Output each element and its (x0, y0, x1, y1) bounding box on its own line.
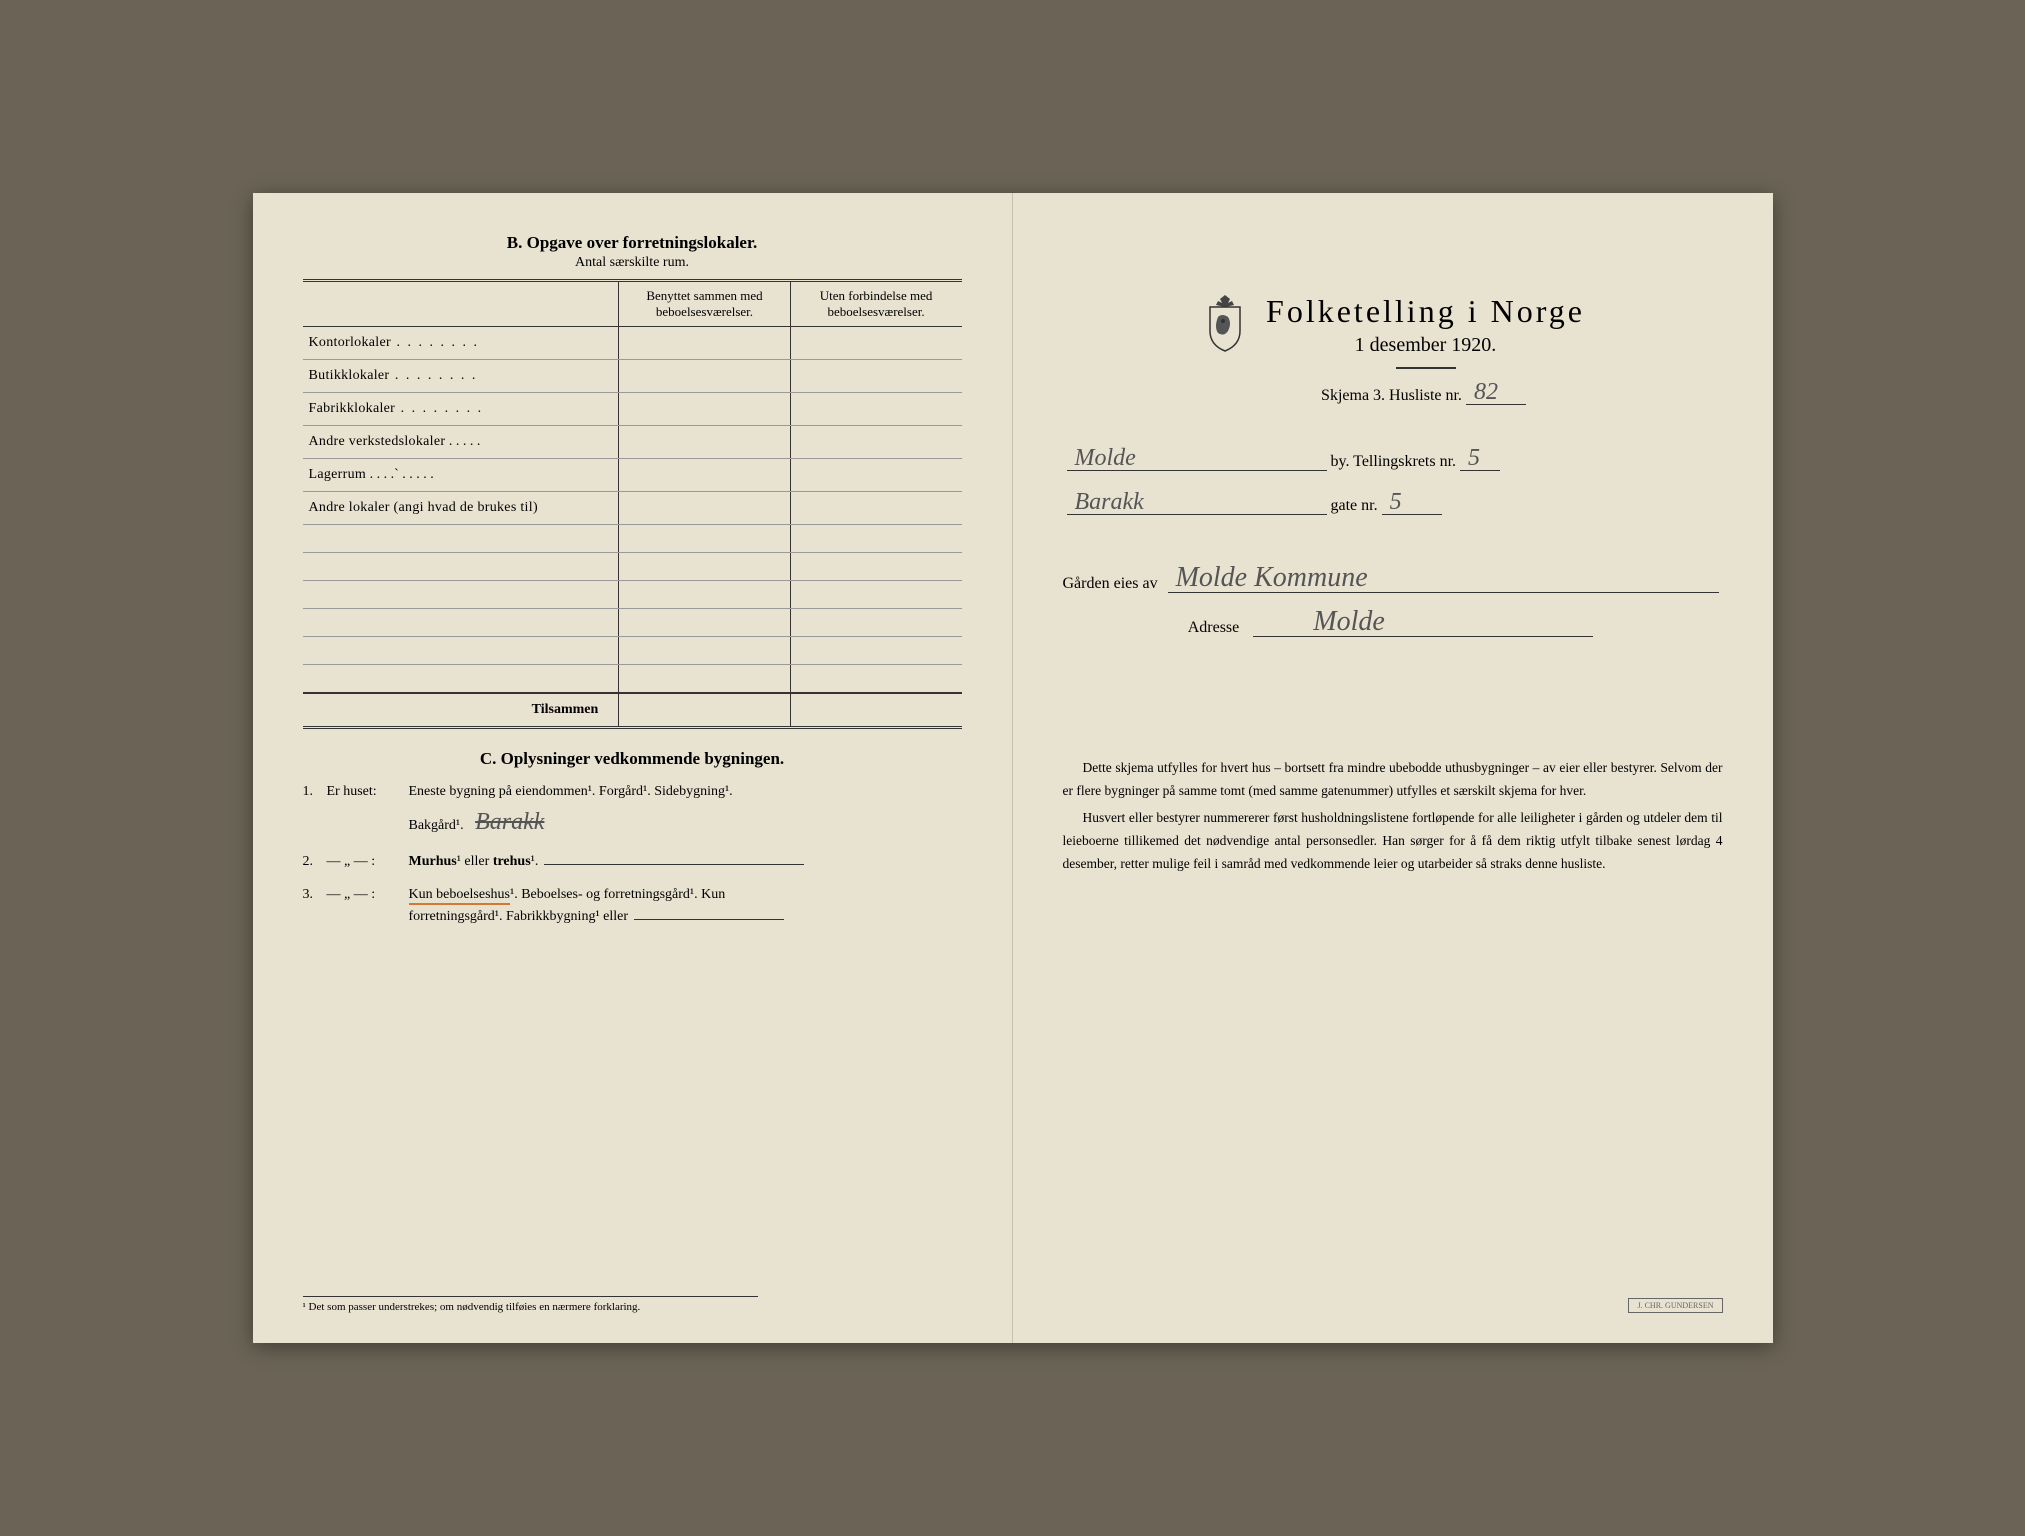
row-label: Butikklokaler (309, 368, 390, 383)
c-num: 2. (303, 851, 327, 873)
row-label: Fabrikklokaler (309, 401, 396, 416)
adresse-handwritten: Molde (1313, 606, 1385, 638)
c-content: Kun beboelseshus¹. Beboelses- og forretn… (409, 884, 962, 929)
section-b-title: B. Opgave over forretningslokaler. (303, 233, 962, 253)
row-label: Andre verkstedslokaler (309, 434, 446, 449)
c-label: — „ — : (327, 851, 409, 873)
instruction-p2: Husvert eller bestyrer nummererer først … (1063, 807, 1723, 876)
gate-nr: 5 (1390, 489, 1402, 516)
tilsammen-label: Tilsammen (303, 693, 619, 728)
adresse-label: Adresse (1188, 619, 1240, 637)
by-line: Molde by. Tellingskrets nr. 5 (1063, 453, 1723, 471)
table-row (303, 525, 962, 553)
q1-handwritten: Barakk (475, 809, 544, 835)
table-row (303, 609, 962, 637)
table-row: Andre verkstedslokaler . . . . . (303, 426, 962, 459)
col-2-header: Uten forbindelse med beboelsesværelser. (790, 281, 961, 327)
instructions: Dette skjema utfylles for hvert hus – bo… (1063, 757, 1723, 876)
c-content: Murhus¹ eller trehus¹. (409, 851, 962, 873)
row-label: Andre lokaler (angi hvad de brukes til) (309, 500, 538, 515)
skjema-label: Skjema 3. Husliste nr. (1321, 387, 1462, 405)
eies-handwritten: Molde Kommune (1176, 562, 1368, 594)
row-label: Lagerrum (309, 467, 367, 482)
col-1-header: Benyttet sammen med beboelsesværelser. (619, 281, 790, 327)
census-document: B. Opgave over forretningslokaler. Antal… (253, 193, 1773, 1343)
by-label: by. Tellingskrets nr. (1331, 453, 1457, 471)
table-row (303, 581, 962, 609)
q1-text2: Bakgård¹. (409, 818, 464, 833)
c-label: Er huset: (327, 781, 409, 842)
header-text: Folketelling i Norge 1 desember 1920. Sk… (1266, 293, 1585, 423)
printer-stamp: J. CHR. GUNDERSEN (1628, 1298, 1722, 1313)
table-row: Lagerrum . . . .` . . . . . (303, 459, 962, 492)
by-handwritten: Molde (1075, 445, 1136, 472)
section-c: C. Oplysninger vedkommende bygningen. 1.… (303, 749, 962, 929)
left-page: B. Opgave over forretningslokaler. Antal… (253, 193, 1013, 1343)
table-row: Andre lokaler (angi hvad de brukes til) (303, 492, 962, 525)
adresse-line: Adresse Molde (1063, 619, 1723, 637)
table-row (303, 637, 962, 665)
eies-label: Gården eies av (1063, 575, 1158, 593)
eies-line: Gården eies av Molde Kommune (1063, 575, 1723, 593)
section-b-subtitle: Antal særskilte rum. (303, 255, 962, 271)
gate-line: Barakk gate nr. 5 (1063, 497, 1723, 515)
c-item-2: 2. — „ — : Murhus¹ eller trehus¹. (303, 851, 962, 873)
q1-text1: Eneste bygning på eiendommen¹. Forgård¹.… (409, 784, 733, 799)
table-row (303, 665, 962, 693)
skjema-line: Skjema 3. Husliste nr. 82 (1266, 387, 1585, 405)
gate-label: gate nr. (1331, 497, 1378, 515)
gate-handwritten: Barakk (1075, 489, 1144, 516)
table-row: Butikklokaler (303, 360, 962, 393)
table-b: Benyttet sammen med beboelsesværelser. U… (303, 279, 962, 729)
row-label: Kontorlokaler (309, 335, 391, 350)
table-row: Fabrikklokaler (303, 393, 962, 426)
col-empty (303, 281, 619, 327)
header: Folketelling i Norge 1 desember 1920. Sk… (1063, 293, 1723, 423)
c-num: 1. (303, 781, 327, 842)
footnote: ¹ Det som passer understrekes; om nødven… (303, 1296, 758, 1313)
c-item-3: 3. — „ — : Kun beboelseshus¹. Beboelses-… (303, 884, 962, 929)
krets-nr: 5 (1468, 445, 1480, 472)
coat-of-arms-icon (1200, 293, 1250, 353)
husliste-nr: 82 (1474, 379, 1498, 406)
table-row: Kontorlokaler (303, 327, 962, 360)
table-total-row: Tilsammen (303, 693, 962, 728)
c-item-1: 1. Er huset: Eneste bygning på eiendomme… (303, 781, 962, 842)
right-page: Folketelling i Norge 1 desember 1920. Sk… (1013, 193, 1773, 1343)
section-c-title: C. Oplysninger vedkommende bygningen. (303, 749, 962, 769)
divider (1396, 367, 1456, 369)
table-row (303, 553, 962, 581)
c-content: Eneste bygning på eiendommen¹. Forgård¹.… (409, 781, 962, 842)
sub-title: 1 desember 1920. (1266, 334, 1585, 357)
c-label: — „ — : (327, 884, 409, 929)
c-num: 3. (303, 884, 327, 929)
main-title: Folketelling i Norge (1266, 293, 1585, 330)
instruction-p1: Dette skjema utfylles for hvert hus – bo… (1063, 757, 1723, 803)
